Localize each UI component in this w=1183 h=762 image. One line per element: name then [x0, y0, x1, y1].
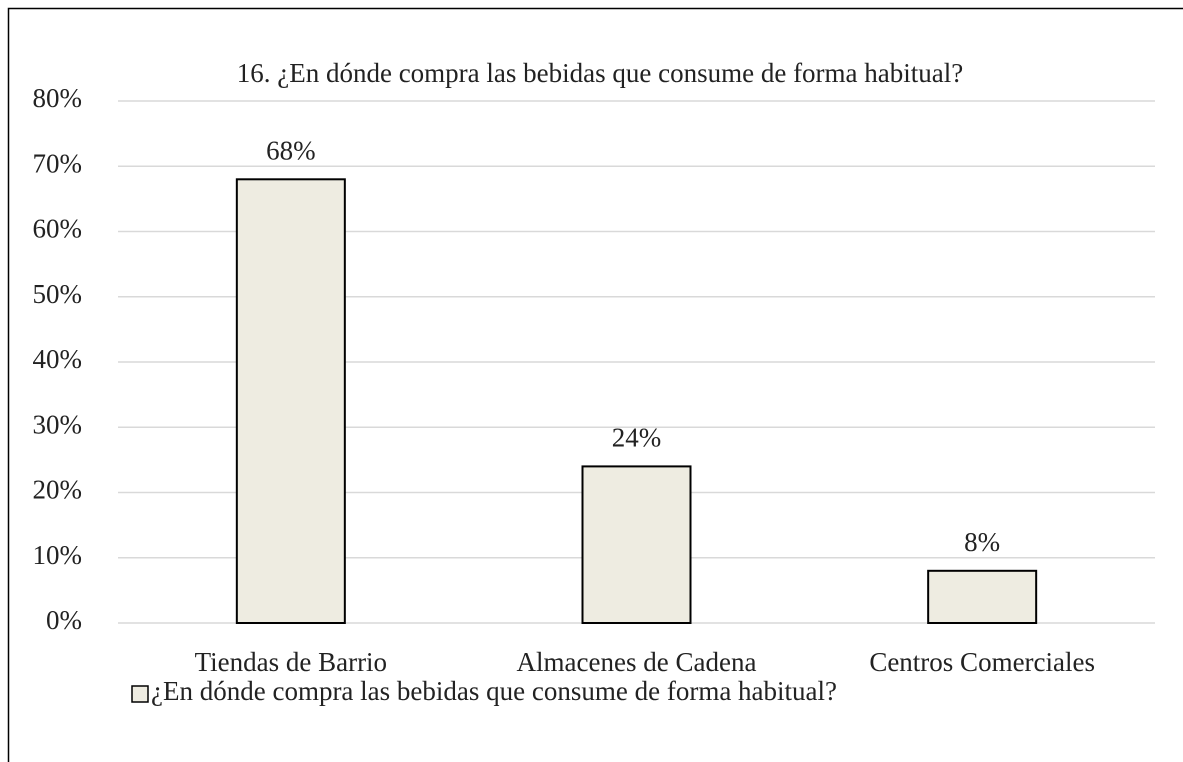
y-tick-label: 70%	[33, 148, 83, 178]
data-label: 24%	[612, 423, 662, 453]
legend-swatch	[131, 685, 149, 703]
data-label: 8%	[964, 527, 1000, 557]
y-tick-label: 20%	[33, 475, 83, 505]
legend-label: ¿En dónde compra las bebidas que consume…	[151, 676, 837, 706]
x-tick-label: Tiendas de Barrio	[195, 647, 387, 677]
bar	[581, 465, 692, 624]
chart-frame	[7, 7, 1183, 762]
y-tick-label: 0%	[46, 605, 82, 635]
y-tick-label: 80%	[33, 83, 83, 113]
y-tick-label: 40%	[33, 344, 83, 374]
y-tick-label: 10%	[33, 540, 83, 570]
bar	[927, 569, 1038, 624]
y-tick-label: 50%	[33, 279, 83, 309]
x-tick-label: Centros Comerciales	[869, 647, 1095, 677]
data-label: 68%	[266, 136, 316, 166]
x-tick-label: Almacenes de Cadena	[517, 647, 757, 677]
chart-title: 16. ¿En dónde compra las bebidas que con…	[237, 58, 964, 88]
y-tick-label: 60%	[33, 214, 83, 244]
y-tick-label: 30%	[33, 409, 83, 439]
bar	[235, 178, 346, 625]
